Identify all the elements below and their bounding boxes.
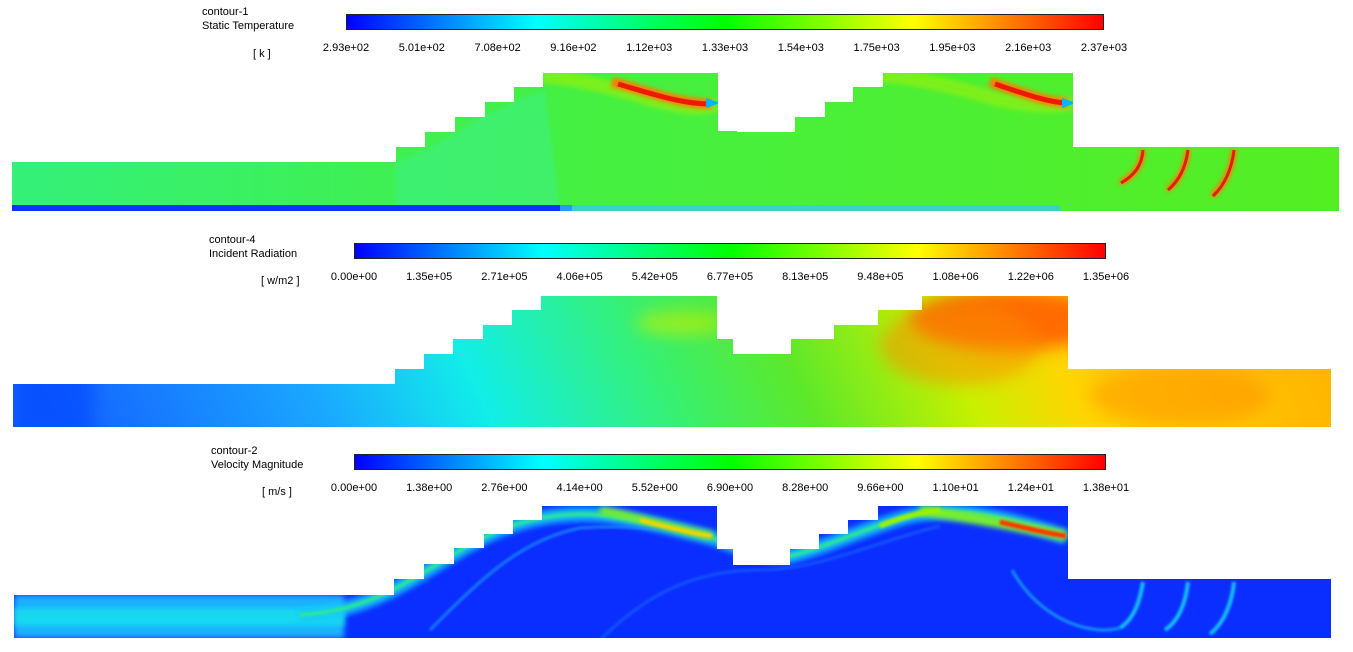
contour-name: contour-2	[211, 445, 258, 457]
contour-variable: Velocity Magnitude	[211, 459, 304, 471]
tick-label: 2.93e+02	[322, 42, 370, 54]
tick-label: 1.24e+01	[1007, 482, 1054, 494]
tick-label: 7.08e+02	[474, 42, 521, 54]
colorbar	[354, 454, 1106, 470]
tick-label: 1.35e+06	[1082, 271, 1130, 283]
colorbar	[354, 243, 1106, 259]
tick-label: 4.06e+05	[556, 271, 603, 283]
contour-unit: [ m/s ]	[262, 486, 292, 498]
colorbar-ticks: 2.93e+02 5.01e+02 7.08e+02 9.16e+02 1.12…	[323, 42, 1127, 54]
contour-panel-temperature: contour-1 Static Temperature [ k ] 2.93e…	[0, 0, 1353, 215]
tick-label: 1.35e+05	[406, 271, 453, 283]
tick-label: 9.66e+00	[857, 482, 904, 494]
tick-label: 1.38e+01	[1082, 482, 1130, 494]
tick-label: 1.33e+03	[701, 42, 749, 54]
tick-label: 8.13e+05	[782, 271, 829, 283]
tick-label: 5.42e+05	[631, 271, 678, 283]
colorbar-ticks: 0.00e+00 1.38e+00 2.76e+00 4.14e+00 5.52…	[331, 482, 1129, 494]
velocity-contour-field	[14, 506, 1331, 638]
tick-label: 6.90e+00	[706, 482, 754, 494]
tick-label: 9.48e+05	[857, 271, 904, 283]
contour-name: contour-1	[202, 6, 249, 18]
contour-name: contour-4	[209, 234, 256, 246]
contour-variable: Incident Radiation	[209, 248, 298, 260]
tick-label: 6.77e+05	[706, 271, 754, 283]
contour-panel-radiation: contour-4 Incident Radiation [ w/m2 ] 0.…	[0, 215, 1353, 430]
tick-label: 4.14e+00	[556, 482, 603, 494]
tick-label: 1.95e+03	[929, 42, 976, 54]
tick-label: 2.71e+05	[481, 271, 528, 283]
tick-label: 2.37e+03	[1080, 42, 1128, 54]
tick-label: 5.01e+02	[398, 42, 445, 54]
tick-label: 1.22e+06	[1007, 271, 1054, 283]
tick-label: 1.54e+03	[777, 42, 824, 54]
tick-label: 1.12e+03	[626, 42, 673, 54]
contour-variable: Static Temperature	[202, 20, 295, 32]
tick-label: 0.00e+00	[330, 482, 378, 494]
tick-label: 5.52e+00	[631, 482, 678, 494]
contour-panel-velocity: contour-2 Velocity Magnitude [ m/s ] 0.0…	[0, 430, 1353, 652]
tick-label: 9.16e+02	[550, 42, 597, 54]
tick-label: 1.38e+00	[406, 482, 453, 494]
colorbar	[346, 14, 1104, 30]
tick-label: 1.08e+06	[932, 271, 979, 283]
colorbar-ticks: 0.00e+00 1.35e+05 2.71e+05 4.06e+05 5.42…	[331, 271, 1129, 283]
contour-unit: [ k ]	[253, 48, 271, 60]
temperature-contour-field	[12, 73, 1339, 211]
tick-label: 8.28e+00	[782, 482, 829, 494]
tick-label: 1.10e+01	[932, 482, 979, 494]
tick-label: 2.76e+00	[481, 482, 528, 494]
contour-unit: [ w/m2 ]	[261, 275, 300, 287]
tick-label: 2.16e+03	[1005, 42, 1052, 54]
radiation-contour-field	[13, 296, 1331, 427]
tick-label: 0.00e+00	[330, 271, 378, 283]
tick-label: 1.75e+03	[853, 42, 900, 54]
